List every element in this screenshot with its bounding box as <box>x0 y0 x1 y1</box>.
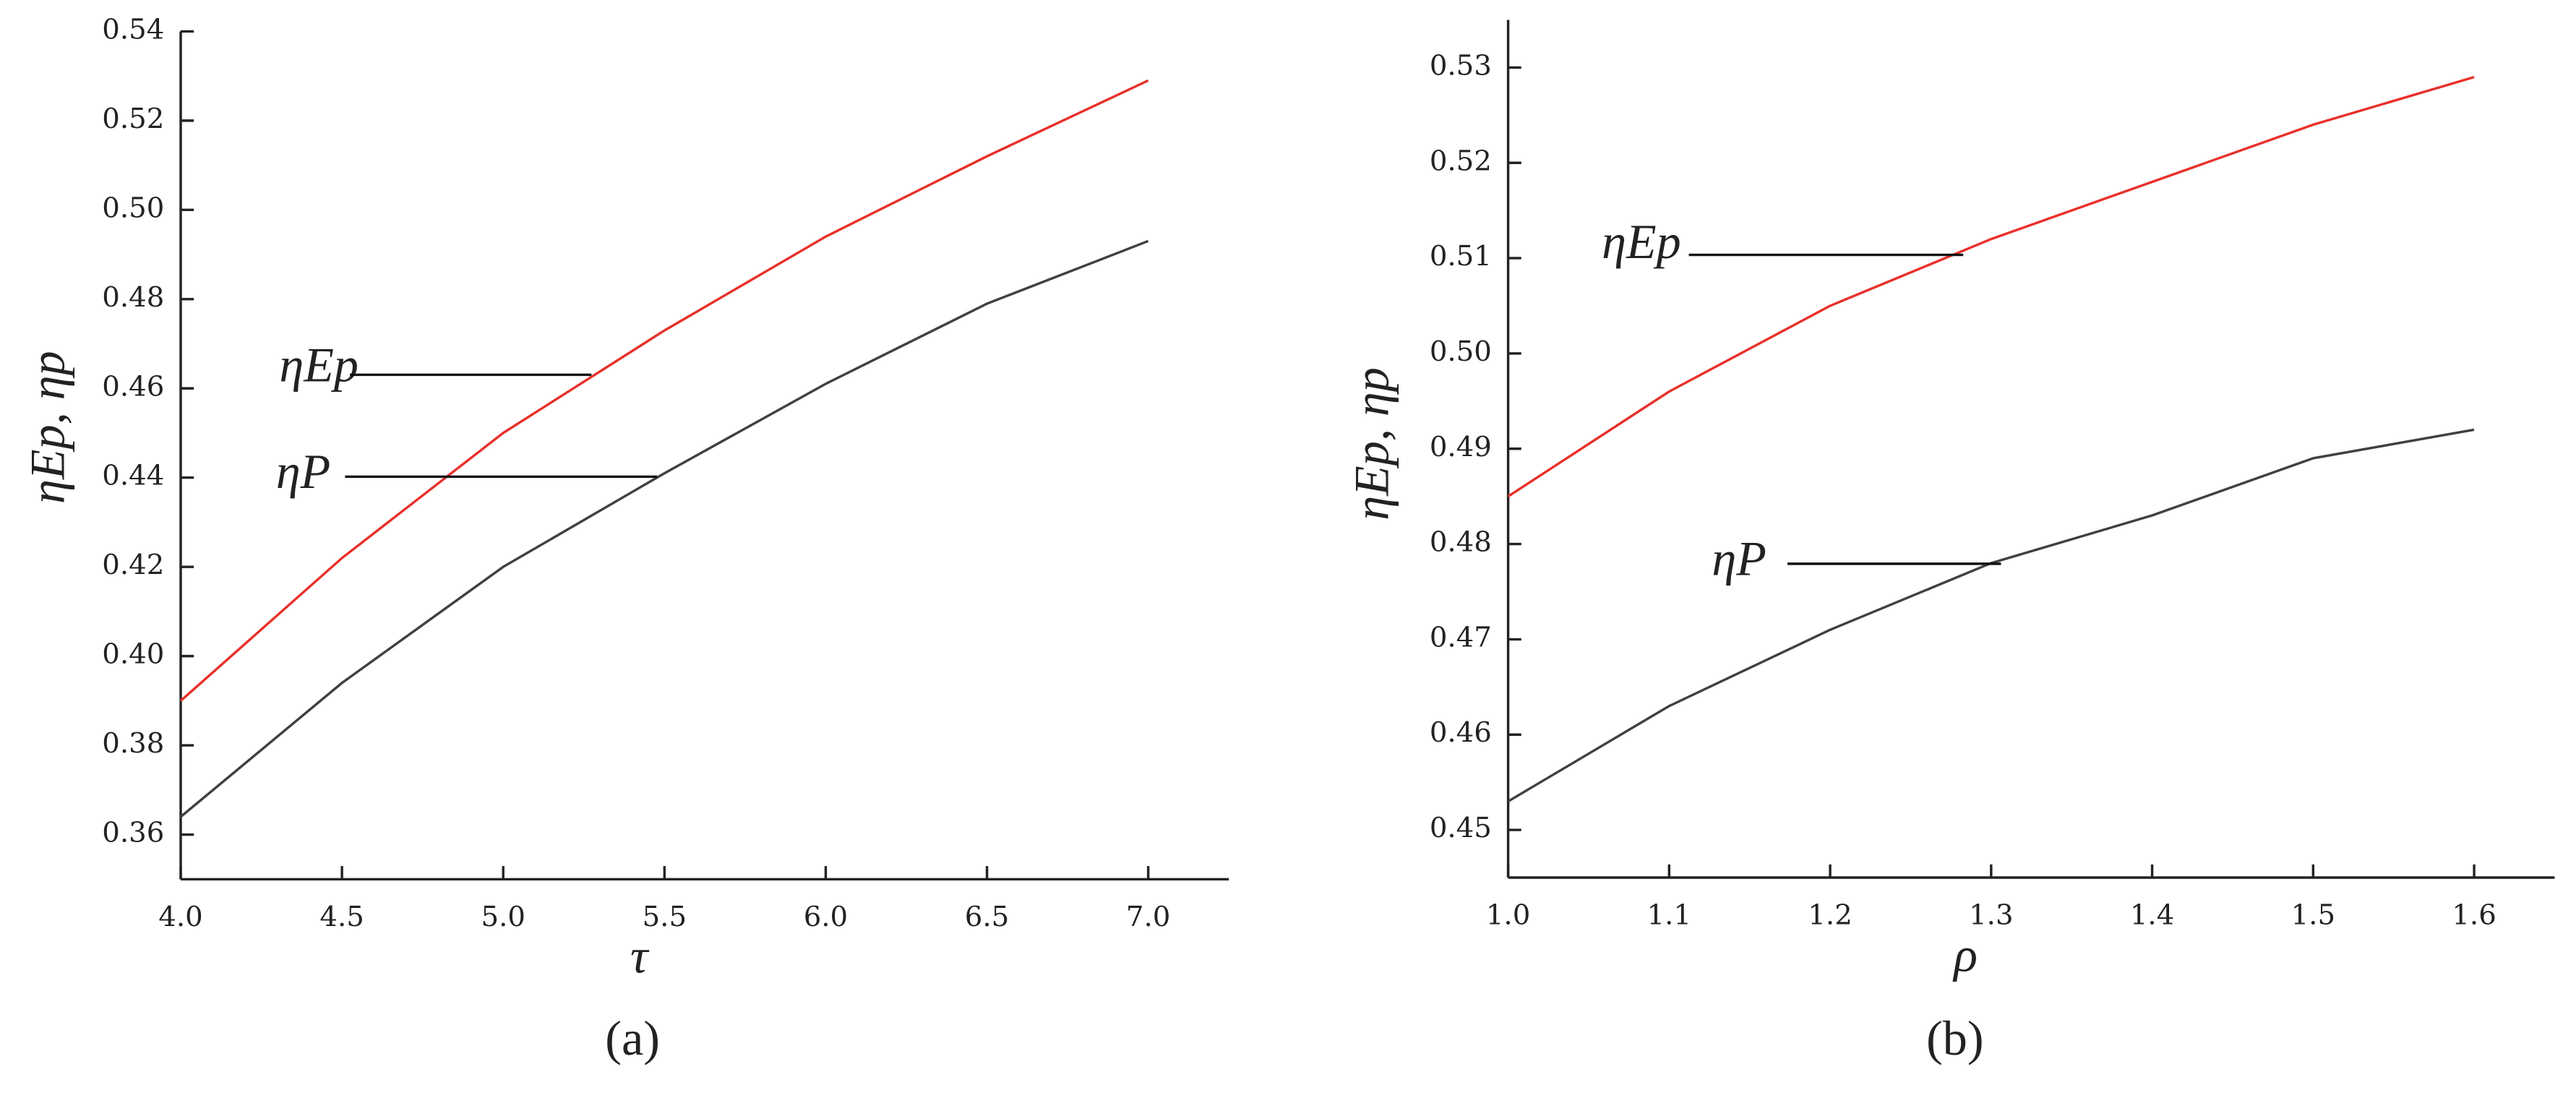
x-tick-label: 6.5 <box>965 901 1009 933</box>
x-tick-label: 5.0 <box>481 901 525 933</box>
x-tick-label: 1.6 <box>2452 899 2496 932</box>
y-tick-label: 0.42 <box>102 549 164 581</box>
y-tick-label: 0.38 <box>102 727 164 760</box>
x-tick-label: 4.5 <box>319 901 364 933</box>
y-tick-label: 0.54 <box>102 13 164 46</box>
y-tick-label: 0.52 <box>102 103 164 135</box>
x-tick-label: 1.0 <box>1486 899 1530 932</box>
y-tick-label: 0.45 <box>1430 812 1492 844</box>
x-tick-label: 1.2 <box>1808 899 1852 932</box>
y-tick-label: 0.48 <box>102 281 164 314</box>
x-axis-label: τ <box>630 929 650 984</box>
y-tick-label: 0.46 <box>102 370 164 403</box>
y-axis-label: ηEp, ηp <box>20 351 74 504</box>
x-tick-label: 5.5 <box>643 901 687 933</box>
series-line <box>179 239 1149 818</box>
series-label: ηEp <box>1602 214 1681 269</box>
x-tick-label: 1.5 <box>2291 899 2335 932</box>
caption: (a) <box>605 1011 660 1066</box>
y-tick-label: 0.47 <box>1430 621 1492 653</box>
x-axis-label: ρ <box>1952 927 1978 982</box>
x-tick-label: 1.3 <box>1969 899 2013 932</box>
x-tick-label: 1.1 <box>1647 899 1691 932</box>
y-tick-label: 0.52 <box>1430 145 1492 177</box>
x-tick-label: 7.0 <box>1126 901 1170 933</box>
caption: (b) <box>1926 1011 1984 1066</box>
y-tick-label: 0.51 <box>1430 240 1492 273</box>
y-tick-label: 0.50 <box>102 192 164 224</box>
y-tick-label: 0.50 <box>1430 335 1492 368</box>
y-tick-label: 0.53 <box>1430 49 1492 82</box>
y-axis-label: ηEp, ηp <box>1344 367 1399 520</box>
series-label: ηP <box>276 444 330 499</box>
y-tick-label: 0.40 <box>102 638 164 671</box>
x-tick-label: 4.0 <box>158 901 202 933</box>
series-label: ηP <box>1712 531 1766 586</box>
series-line <box>1507 428 2475 803</box>
series-line <box>179 79 1149 702</box>
series-line <box>1507 75 2475 498</box>
x-tick-label: 6.0 <box>804 901 848 933</box>
y-tick-label: 0.36 <box>102 817 164 849</box>
y-tick-label: 0.44 <box>102 460 164 492</box>
y-tick-label: 0.46 <box>1430 716 1492 749</box>
y-tick-label: 0.49 <box>1430 431 1492 463</box>
y-tick-label: 0.48 <box>1430 526 1492 559</box>
series-label: ηEp <box>279 337 359 392</box>
x-tick-label: 1.4 <box>2130 899 2174 932</box>
